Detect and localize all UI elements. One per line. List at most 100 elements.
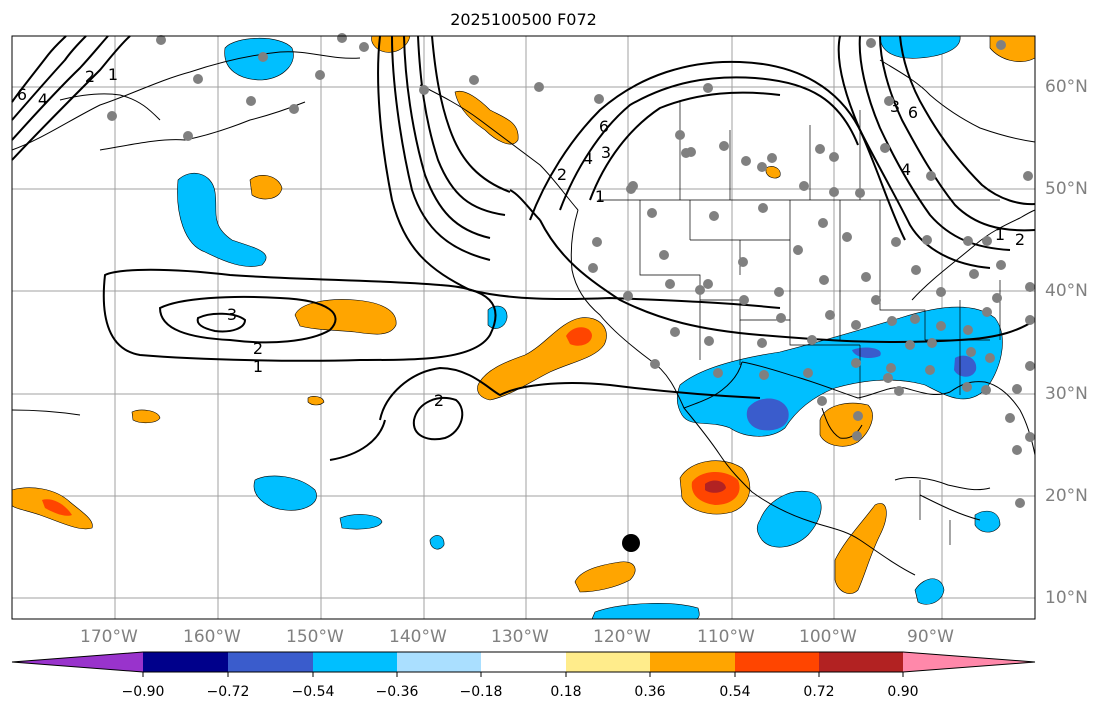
station-marker: [695, 285, 705, 295]
station-marker: [880, 143, 890, 153]
station-marker: [818, 218, 828, 228]
station-marker: [886, 363, 896, 373]
contour-label: 3: [601, 143, 611, 162]
pos-anomaly-arctic-mid: [371, 35, 411, 53]
station-marker: [704, 336, 714, 346]
station-marker: [910, 314, 920, 324]
station-marker: [193, 74, 203, 84]
station-marker: [829, 187, 839, 197]
station-marker: [996, 260, 1006, 270]
station-marker: [1012, 384, 1022, 394]
colorbar-segment: [735, 652, 819, 672]
station-marker: [894, 386, 904, 396]
political-borders: [598, 100, 1001, 545]
colorbar-tick: −0.90: [121, 684, 165, 700]
station-marker: [799, 181, 809, 191]
station-marker: [183, 131, 193, 141]
lon-label-150w: 150°W: [286, 627, 344, 647]
station-marker: [534, 82, 544, 92]
map-title: 2025100500 F072: [450, 10, 597, 29]
colorbar-segment: [819, 652, 903, 672]
station-marker: [739, 295, 749, 305]
lon-label-100w: 100°W: [799, 627, 857, 647]
station-marker: [936, 287, 946, 297]
contour-label: 1: [995, 225, 1005, 244]
station-marker: [757, 338, 767, 348]
lat-label-10n: 10°N: [1045, 588, 1088, 608]
station-marker: [469, 75, 479, 85]
station-marker: [1012, 445, 1022, 455]
lon-label-170w: 170°W: [80, 627, 138, 647]
station-marker: [258, 52, 268, 62]
station-marker: [927, 338, 937, 348]
colorbar-tick: 0.72: [803, 684, 835, 700]
station-marker: [829, 152, 839, 162]
station-marker: [807, 335, 817, 345]
colorbar-tick: 0.36: [634, 684, 666, 700]
pos-anomaly-east-pacific: [294, 299, 397, 335]
station-marker: [891, 237, 901, 247]
colorbar-tick: 0.18: [550, 684, 582, 700]
station-marker: [866, 38, 876, 48]
station-marker: [359, 42, 369, 52]
lon-label-110w: 110°W: [697, 627, 755, 647]
colorbar-segment: [313, 652, 397, 672]
anomaly-shading: [11, 35, 1036, 620]
lon-label-120w: 120°W: [593, 627, 651, 647]
lon-label-160w: 160°W: [183, 627, 241, 647]
station-marker: [665, 279, 675, 289]
station-marker: [855, 188, 865, 198]
pos-anomaly-hawaii-west-core: [42, 499, 72, 516]
station-marker: [922, 235, 932, 245]
contour-label: 4: [583, 149, 593, 168]
station-marker: [776, 313, 786, 323]
station-marker: [853, 411, 863, 421]
contour-label: 1: [108, 65, 118, 84]
station-marker: [741, 156, 751, 166]
station-marker: [884, 96, 894, 106]
station-marker: [1015, 498, 1025, 508]
station-marker: [289, 104, 299, 114]
station-marker: [982, 307, 992, 317]
station-marker: [871, 295, 881, 305]
lon-label-140w: 140°W: [389, 627, 447, 647]
station-marker: [996, 40, 1006, 50]
colorbar-tick: −0.36: [375, 684, 419, 700]
station-marker: [703, 279, 713, 289]
neg-anomaly-cuba: [974, 510, 1001, 533]
station-marker: [1023, 171, 1033, 181]
station-marker: [1025, 282, 1035, 292]
neg-anomaly-alabama-core: [954, 355, 977, 377]
neg-anomaly-texas-core: [746, 398, 789, 431]
station-marker: [819, 275, 829, 285]
station-marker: [911, 265, 921, 275]
colorbar-segment: [143, 652, 228, 672]
neg-anomaly-hawaii: [253, 475, 317, 511]
station-marker: [982, 236, 992, 246]
contour-label: 6: [17, 85, 27, 104]
station-marker: [675, 130, 685, 140]
station-marker: [337, 33, 347, 43]
station-marker: [719, 141, 729, 151]
neg-anomaly-caribbean: [914, 578, 945, 605]
colorbar-tick: −0.72: [206, 684, 250, 700]
station-marker: [1025, 315, 1035, 325]
station-marker: [851, 320, 861, 330]
lon-label-90w: 90°W: [907, 627, 954, 647]
station-marker: [793, 245, 803, 255]
station-marker: [759, 370, 769, 380]
station-marker: [969, 269, 979, 279]
contour-label: 2: [1015, 230, 1025, 249]
contour-label: 2: [253, 339, 263, 358]
contour-label: 2: [557, 165, 567, 184]
station-marker: [594, 94, 604, 104]
anomaly-contours: [11, 35, 1036, 461]
station-marker: [670, 327, 680, 337]
station-marker: [681, 148, 691, 158]
station-marker: [767, 153, 777, 163]
colorbar: [11, 651, 1036, 677]
station-marker: [1025, 361, 1035, 371]
station-marker: [992, 293, 1002, 303]
station-marker: [738, 257, 748, 267]
station-marker: [851, 358, 861, 368]
